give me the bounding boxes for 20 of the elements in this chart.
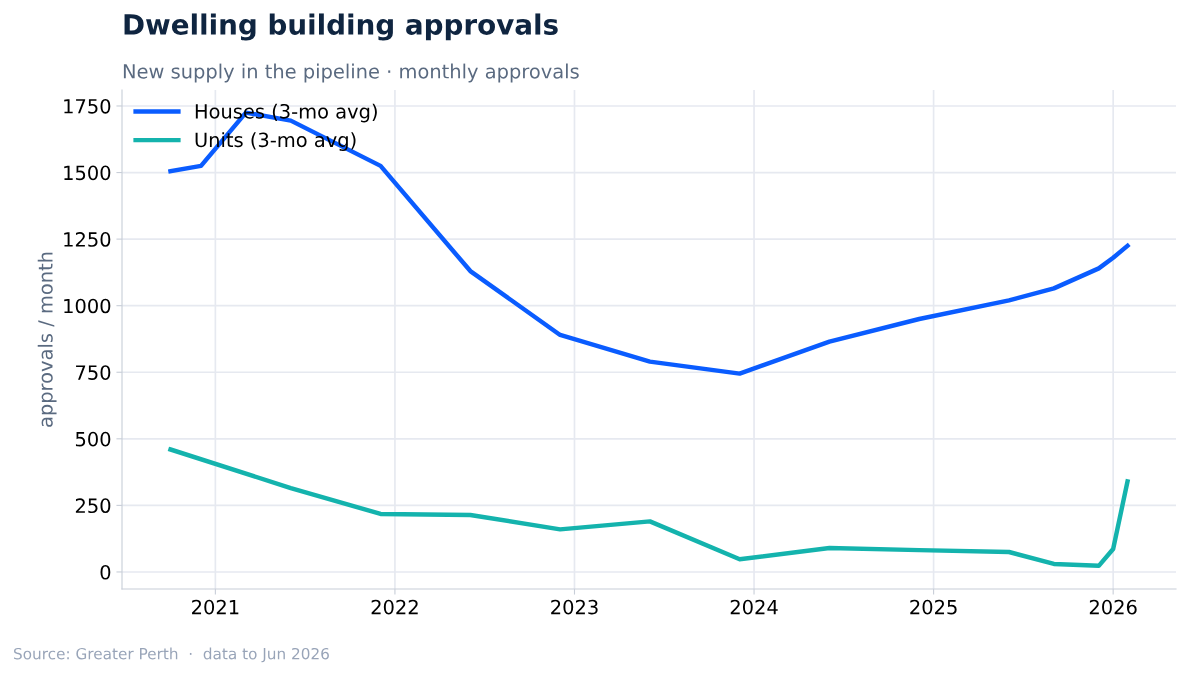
x-tick-label: 2025 (910, 599, 957, 615)
y-axis-title: approvals / month (37, 252, 57, 427)
y-tick-label: 750 (76, 365, 111, 380)
x-tick-label: 2026 (1089, 599, 1137, 615)
y-tick-label: 1500 (64, 165, 111, 181)
y-tick-label: 1750 (64, 98, 111, 114)
x-tick-label: 2021 (192, 599, 239, 615)
chart-subtitle: New supply in the pipeline · monthly approvals (123, 63, 579, 83)
y-tick-label: 0 (100, 564, 111, 580)
legend-label: Houses (3-mo avg) (195, 103, 377, 123)
y-tick-label: 250 (75, 498, 111, 514)
y-tick-label: 500 (75, 431, 111, 447)
source-note: Source: Greater Perth · data to Jun 2026 (14, 647, 329, 663)
chart-title: Dwelling building approvals (124, 13, 558, 41)
y-tick-label: 1250 (64, 232, 111, 247)
x-tick-label: 2024 (730, 599, 778, 615)
y-tick-label: 1000 (64, 298, 111, 314)
x-tick-label: 2022 (371, 599, 418, 615)
x-tick-label: 2023 (551, 599, 598, 615)
line-series (168, 447, 1130, 569)
